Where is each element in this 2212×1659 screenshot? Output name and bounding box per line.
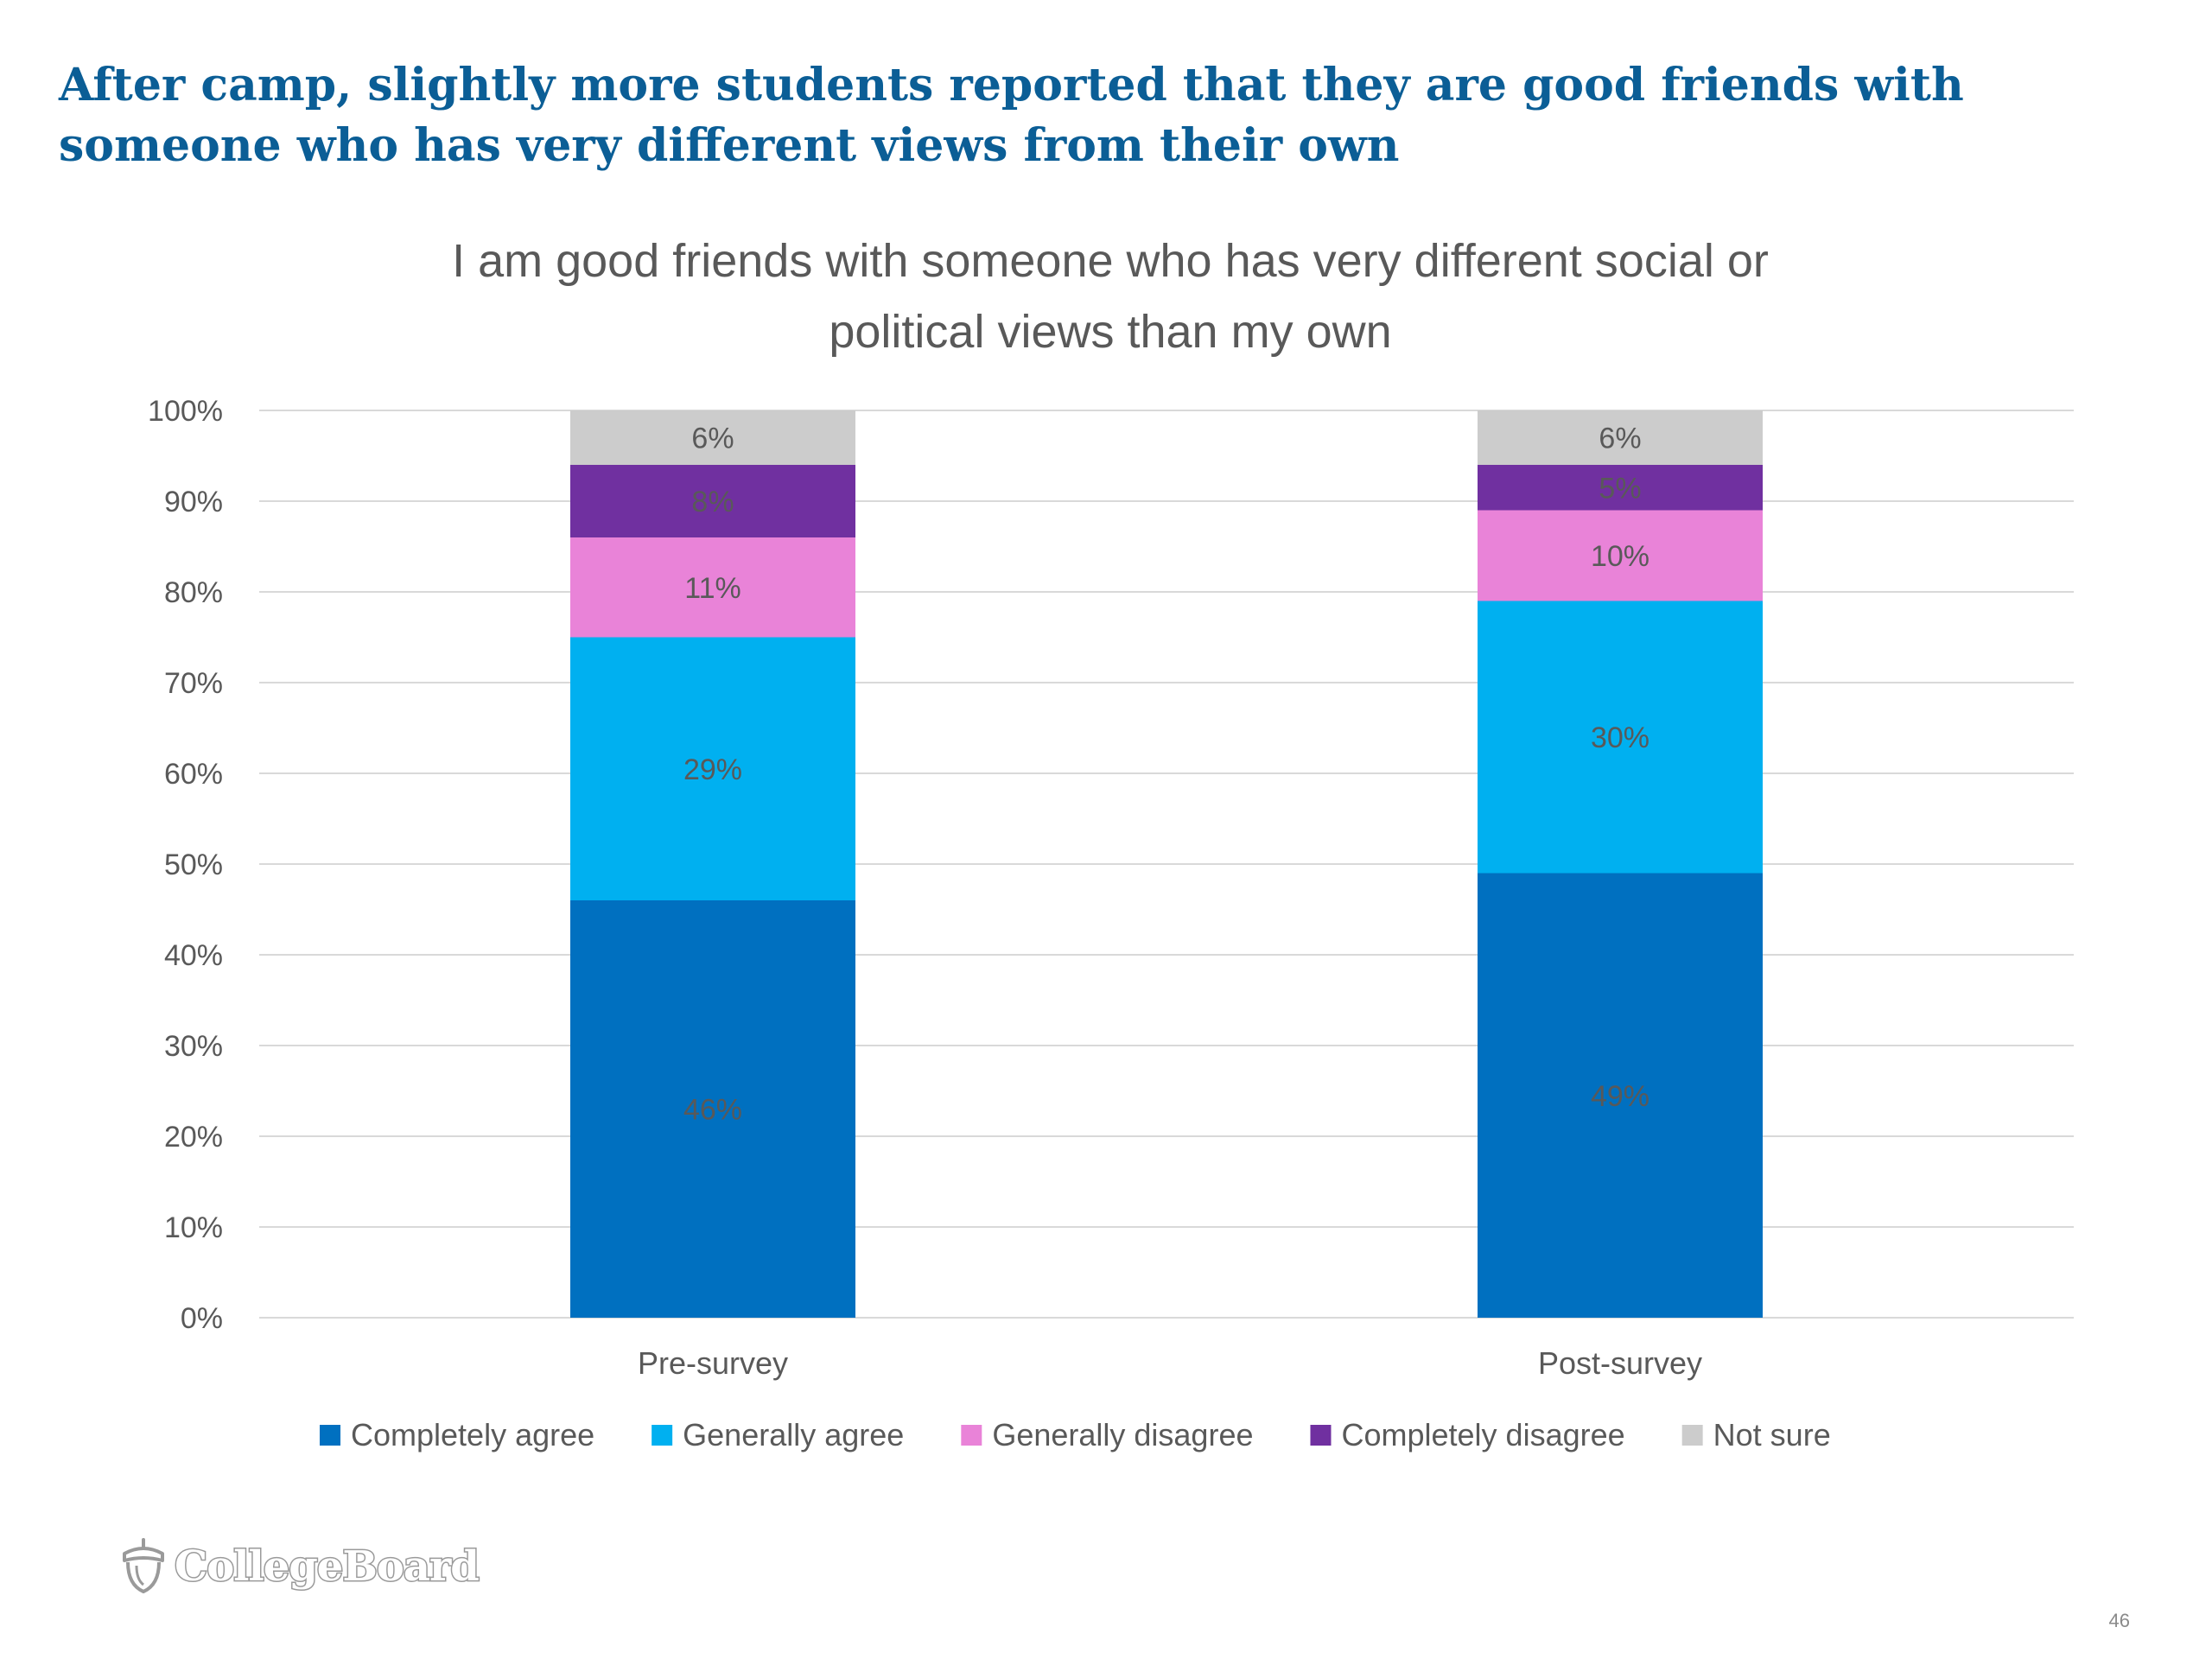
page-number: 46 (2108, 1610, 2130, 1631)
chart-title-line: I am good friends with someone who has v… (452, 235, 1769, 287)
slide-title: After camp, slightly more students repor… (59, 59, 1964, 172)
y-tick-label: 80% (164, 576, 223, 609)
data-label: 46% (683, 1094, 742, 1127)
data-label: 6% (691, 423, 734, 455)
data-label: 30% (1591, 721, 1649, 754)
y-tick-label: 100% (148, 395, 223, 428)
y-tick-label: 70% (164, 667, 223, 700)
bar-segment (1478, 465, 1763, 511)
chart-title-line: political views than my own (829, 306, 1391, 358)
bar-segment (1478, 510, 1763, 601)
legend-label: Generally agree (683, 1417, 904, 1452)
x-category-label: Pre-survey (638, 1345, 788, 1381)
collegeboard-logo: CollegeBoard (121, 1538, 481, 1595)
y-tick-label: 0% (181, 1302, 223, 1335)
acorn-icon (123, 1538, 164, 1593)
legend-label: Not sure (1713, 1417, 1831, 1452)
bar-segment (1478, 873, 1763, 1318)
data-label: 6% (1599, 423, 1641, 455)
y-tick-label: 30% (164, 1030, 223, 1063)
legend-label: Generally disagree (992, 1417, 1253, 1452)
legend-swatch (1310, 1425, 1332, 1446)
bar-segment (570, 900, 855, 1318)
data-label: 10% (1591, 540, 1649, 573)
x-category-label: Post-survey (1538, 1345, 1702, 1381)
legend-label: Completely agree (351, 1417, 594, 1452)
bar-segment (570, 410, 855, 465)
bar-segment (570, 637, 855, 900)
y-tick-label: 20% (164, 1121, 223, 1154)
stacked-bar-chart: I am good friends with someone who has v… (148, 235, 2074, 1452)
bar-segment (570, 537, 855, 638)
bar-segment (570, 465, 855, 537)
data-label: 8% (691, 486, 734, 518)
y-tick-label: 40% (164, 939, 223, 972)
y-tick-label: 10% (164, 1211, 223, 1244)
legend-label: Completely disagree (1341, 1417, 1624, 1452)
y-tick-label: 90% (164, 486, 223, 518)
y-tick-label: 60% (164, 758, 223, 791)
bar-segment (1478, 601, 1763, 874)
legend-swatch (961, 1425, 982, 1446)
legend-swatch (1681, 1425, 1703, 1446)
data-label: 5% (1599, 472, 1641, 505)
data-label: 29% (683, 753, 742, 786)
data-label: 11% (684, 572, 741, 605)
legend-swatch (652, 1425, 673, 1446)
legend-swatch (320, 1425, 340, 1446)
y-tick-label: 50% (164, 849, 223, 881)
data-label: 49% (1591, 1080, 1649, 1113)
logo-wordmark: CollegeBoard (174, 1541, 481, 1592)
bar-segment (1478, 410, 1763, 465)
